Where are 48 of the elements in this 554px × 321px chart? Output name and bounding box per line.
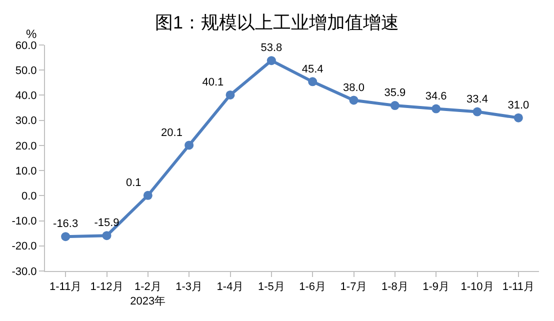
y-tick-label: 40.0 <box>15 90 37 102</box>
data-label: 40.1 <box>202 76 224 89</box>
y-tick-label: 60.0 <box>15 40 37 52</box>
y-tick-label: 0.0 <box>22 190 37 203</box>
point <box>266 56 276 66</box>
y-tick-label: 50.0 <box>15 64 37 77</box>
data-label: -15.9 <box>94 217 120 230</box>
data-label: 20.1 <box>161 126 182 139</box>
point <box>432 104 441 114</box>
x-tick-label: 1-9月 <box>422 281 450 294</box>
y-tick-label: 20.0 <box>15 140 37 152</box>
x-tick-label: 1-11月 <box>49 281 82 294</box>
point <box>349 96 358 105</box>
x-tick-label: 1-12月 <box>90 281 124 294</box>
point <box>472 107 482 116</box>
point <box>514 113 523 122</box>
data-label: 34.6 <box>425 90 447 102</box>
data-label: 31.0 <box>508 99 530 112</box>
y-tick-label: -10.0 <box>12 216 37 228</box>
data-label: 35.9 <box>384 87 406 100</box>
y-tick-label: -20.0 <box>12 240 37 253</box>
x-tick-label: 1-5月 <box>258 281 285 294</box>
point <box>143 190 152 200</box>
y-tick-label: -30.0 <box>12 266 37 278</box>
x-tick-label: 1-2月 2023年 <box>130 281 166 308</box>
x-tick-label: 1-6月 <box>299 281 326 294</box>
point <box>308 77 318 86</box>
point <box>61 232 70 242</box>
x-tick-label: 1-3月 <box>176 281 203 294</box>
x-tick-label: 1-7月 <box>340 281 368 294</box>
y-axis-title: % <box>26 27 37 41</box>
point <box>226 90 235 100</box>
data-label: 0.1 <box>126 177 142 190</box>
data-label: 38.0 <box>343 82 364 94</box>
point <box>102 231 112 240</box>
y-tick-label: 10.0 <box>15 165 37 178</box>
data-label: 33.4 <box>466 93 488 106</box>
x-tick-label: 1-11月 <box>502 281 535 294</box>
x-tick-label: 1-10月 <box>460 281 494 294</box>
point <box>184 140 194 150</box>
chart-title: 图1：规模以上工业增加值增速 <box>154 12 400 33</box>
data-label: 53.8 <box>260 42 282 54</box>
x-tick-label: 1-8月 <box>381 281 408 294</box>
x-tick-label: 1-4月 <box>216 281 244 294</box>
y-tick-label: 30.0 <box>15 115 37 128</box>
point <box>390 101 400 110</box>
data-label: 45.4 <box>302 63 324 76</box>
data-label: -16.3 <box>53 218 78 230</box>
